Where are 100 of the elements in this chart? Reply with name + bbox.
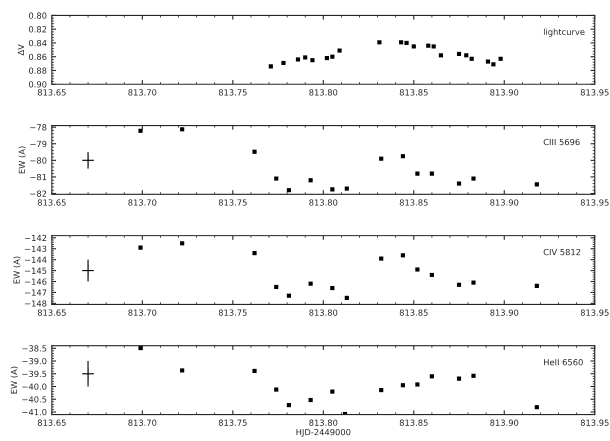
- point: [456, 181, 462, 186]
- point: [430, 272, 434, 278]
- point: [534, 284, 539, 288]
- annotation: CIV 5812: [544, 248, 580, 256]
- y-tick-label: 0.80: [28, 12, 46, 19]
- x-tick-label: 813.70: [128, 309, 156, 316]
- point: [471, 280, 476, 285]
- y-tick-label: −39.0: [22, 358, 46, 364]
- y-axis-title: EW (A): [13, 256, 21, 284]
- y-tick-label: −142: [24, 234, 46, 241]
- point: [138, 128, 143, 133]
- y-tick-label: −147: [24, 290, 46, 296]
- x-tick-label: 813.80: [309, 420, 338, 426]
- y-tick-label: 0.84: [28, 40, 47, 46]
- y-tick-label: −79: [30, 140, 46, 148]
- point: [456, 52, 462, 56]
- x-tick-label: 813.85: [400, 420, 428, 426]
- x-tick-label: 813.95: [580, 199, 609, 206]
- point: [432, 44, 436, 48]
- point: [399, 40, 404, 44]
- x-tick-label: 813.85: [400, 89, 428, 96]
- point: [286, 188, 291, 192]
- point: [377, 40, 382, 44]
- x-tick-label: 813.65: [38, 420, 66, 426]
- y-tick-label: −143: [24, 246, 46, 252]
- point: [274, 176, 278, 181]
- point: [491, 62, 496, 66]
- point: [308, 398, 313, 402]
- x-tick-label: 813.90: [490, 309, 518, 316]
- x-tick-label: 813.70: [128, 420, 156, 426]
- point: [180, 127, 184, 132]
- point: [286, 294, 291, 298]
- point: [415, 267, 420, 272]
- y-tick-label: 0.82: [28, 26, 46, 32]
- y-tick-label: −80: [30, 157, 46, 164]
- x-tick-label: 813.85: [400, 199, 428, 206]
- point: [303, 55, 308, 60]
- point: [534, 405, 539, 410]
- point: [286, 403, 291, 408]
- point: [379, 156, 384, 161]
- y-tick-label: 0.90: [28, 81, 46, 88]
- point: [471, 176, 476, 181]
- point: [180, 241, 184, 246]
- x-tick-label: 813.65: [38, 89, 66, 96]
- point: [400, 253, 406, 258]
- y-tick-label: −144: [24, 256, 47, 263]
- y-tick-label: −81: [30, 174, 46, 180]
- point: [412, 44, 416, 48]
- point: [426, 44, 430, 48]
- point: [308, 178, 313, 182]
- x-tick-label: 813.75: [218, 309, 247, 316]
- point: [438, 53, 444, 58]
- x-tick-label: 813.70: [128, 199, 156, 206]
- point: [415, 382, 420, 387]
- point: [404, 40, 409, 46]
- point: [330, 187, 334, 192]
- point: [310, 58, 315, 62]
- point: [456, 376, 462, 381]
- y-tick-label: −146: [24, 278, 46, 285]
- point: [379, 256, 384, 261]
- point: [464, 53, 468, 58]
- x-tick-label: 813.95: [580, 309, 609, 316]
- annotation: CIII 5696: [544, 138, 580, 146]
- point: [252, 251, 257, 256]
- point: [296, 57, 300, 62]
- y-axis-title: EW (A): [18, 146, 26, 174]
- point: [400, 383, 406, 388]
- point: [274, 284, 278, 290]
- point: [430, 172, 434, 176]
- point: [281, 60, 286, 65]
- point: [274, 387, 278, 392]
- point: [344, 186, 349, 191]
- annotation: HeII 6560: [544, 359, 583, 366]
- x-tick-label: 813.65: [38, 309, 66, 316]
- y-tick-label: −148: [24, 300, 46, 307]
- x-tick-label: 813.80: [309, 89, 338, 96]
- y-tick-label: −38.5: [22, 345, 46, 352]
- point: [330, 286, 334, 290]
- point: [268, 64, 273, 68]
- y-tick-label: 0.88: [28, 67, 46, 74]
- x-tick-label: 813.75: [218, 89, 247, 96]
- y-axis-title: ΔV: [18, 44, 24, 56]
- point: [534, 182, 539, 186]
- point: [138, 246, 143, 250]
- point: [330, 54, 334, 59]
- x-tick-label: 813.90: [490, 199, 518, 206]
- y-tick-label: −40.0: [22, 383, 46, 390]
- x-tick-label: 813.65: [38, 199, 66, 206]
- point: [471, 374, 476, 378]
- x-tick-label: 813.80: [309, 199, 338, 206]
- point: [456, 282, 462, 287]
- point: [379, 388, 384, 392]
- x-tick-label: 813.90: [490, 420, 518, 426]
- point: [324, 56, 330, 60]
- y-tick-label: 0.86: [28, 54, 46, 60]
- point: [470, 56, 474, 61]
- x-axis-title: HJD-2449000: [296, 429, 350, 437]
- y-tick-label: −82: [30, 190, 46, 197]
- point: [498, 56, 503, 61]
- point: [338, 48, 342, 53]
